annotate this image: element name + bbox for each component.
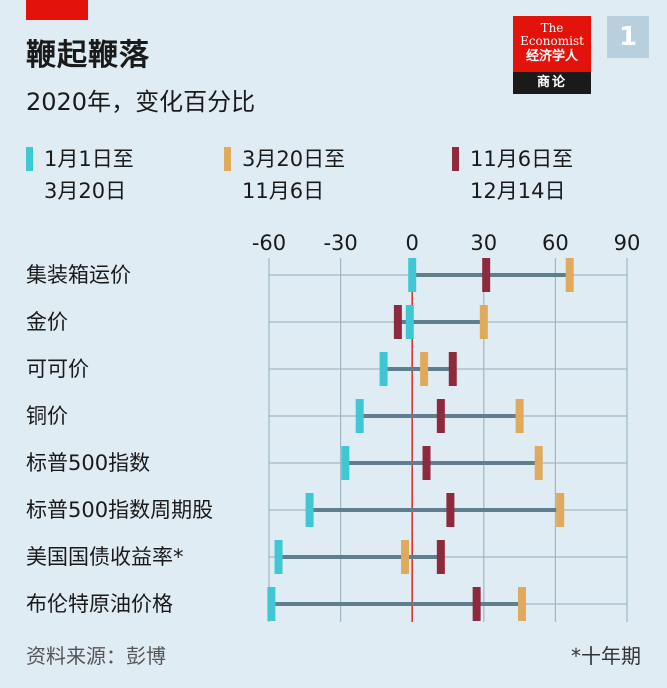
- x-tick-label: -60: [252, 231, 286, 255]
- legend-swatch-jan-mar: [26, 147, 33, 171]
- marker-nov-dec: [436, 399, 445, 433]
- legend-label: 11月6日至: [470, 147, 574, 171]
- marker-nov-dec: [436, 540, 445, 574]
- legend-label: 3月20日: [44, 179, 127, 203]
- legend-label: 3月20日至: [242, 147, 346, 171]
- category-label: 美国国债收益率*: [26, 545, 184, 569]
- marker-jan-mar: [274, 540, 283, 574]
- marker-mar-nov: [479, 305, 488, 339]
- x-tick-label: 0: [406, 231, 419, 255]
- category-label: 布伦特原油价格: [26, 592, 173, 616]
- economist-logo: The Economist 经济学人 商论: [513, 16, 591, 94]
- marker-jan-mar: [355, 399, 364, 433]
- category-label: 铜价: [26, 404, 68, 428]
- category-label: 可可价: [26, 357, 89, 381]
- x-tick-label: 90: [614, 231, 641, 255]
- x-tick-label: 30: [470, 231, 497, 255]
- marker-jan-mar: [267, 587, 276, 621]
- marker-nov-dec: [448, 352, 457, 386]
- chart-title: 鞭起鞭落: [26, 38, 150, 73]
- marker-jan-mar: [405, 305, 414, 339]
- legend-label: 1月1日至: [44, 147, 134, 171]
- chart-subtitle: 2020年，变化百分比: [26, 88, 256, 116]
- legend-label: 11月6日: [242, 179, 325, 203]
- marker-mar-nov: [420, 352, 429, 386]
- x-tick-label: -30: [323, 231, 357, 255]
- marker-nov-dec: [472, 587, 481, 621]
- marker-mar-nov: [401, 540, 410, 574]
- marker-mar-nov: [515, 399, 524, 433]
- legend-swatch-mar-nov: [224, 147, 231, 171]
- marker-mar-nov: [556, 493, 565, 527]
- marker-nov-dec: [482, 258, 491, 292]
- source-note: 资料来源：彭博: [26, 644, 166, 668]
- marker-mar-nov: [565, 258, 574, 292]
- marker-jan-mar: [341, 446, 350, 480]
- logo-line-1: The: [540, 21, 564, 35]
- red-top-bar: [26, 0, 88, 20]
- logo-line-2: Economist: [520, 34, 584, 48]
- category-label: 集装箱运价: [26, 263, 131, 287]
- marker-mar-nov: [534, 446, 543, 480]
- logo-line-4: 商论: [513, 72, 591, 94]
- marker-jan-mar: [305, 493, 314, 527]
- marker-nov-dec: [393, 305, 402, 339]
- legend-swatch-nov-dec: [452, 147, 459, 171]
- footnote: *十年期: [571, 644, 641, 668]
- category-label: 金价: [26, 310, 68, 334]
- category-label: 标普500指数周期股: [26, 498, 214, 522]
- x-tick-label: 60: [542, 231, 569, 255]
- category-label: 标普500指数: [26, 451, 151, 475]
- chart-number-badge: 1: [607, 16, 649, 58]
- marker-nov-dec: [446, 493, 455, 527]
- marker-jan-mar: [379, 352, 388, 386]
- logo-line-3: 经济学人: [525, 49, 578, 64]
- marker-jan-mar: [408, 258, 417, 292]
- legend-label: 12月14日: [470, 179, 566, 203]
- marker-mar-nov: [517, 587, 526, 621]
- marker-nov-dec: [422, 446, 431, 480]
